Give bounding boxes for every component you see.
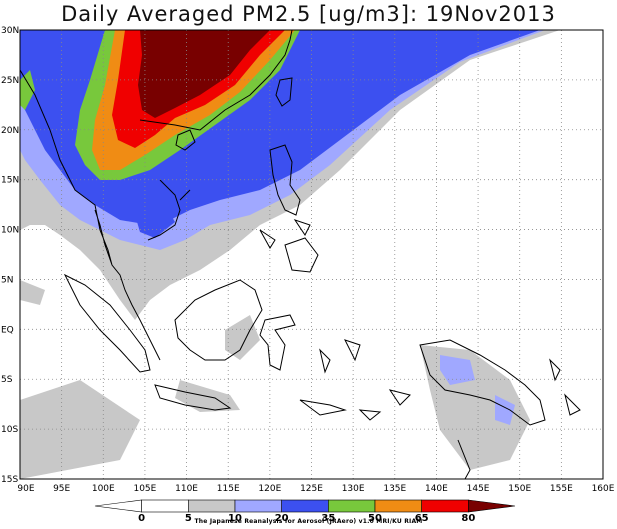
- y-tick-label: 30N: [1, 26, 19, 36]
- coast-hainan: [175, 129, 196, 151]
- colorbar-label: 0: [138, 513, 145, 524]
- colorbar-label: 35: [321, 513, 335, 524]
- x-tick-label: 125E: [300, 484, 323, 494]
- x-tick-label: 145E: [467, 484, 490, 494]
- x-tick-label: 120E: [258, 484, 281, 494]
- colorbar-swatch: [281, 499, 329, 513]
- colorbar-swatch: [94, 499, 142, 513]
- colorbar-label: 20: [275, 513, 289, 524]
- x-tick-label: 90E: [17, 484, 34, 494]
- colorbar-swatch: [188, 499, 236, 513]
- coast-sumatra: [63, 273, 151, 373]
- x-tick-label: 95E: [53, 484, 70, 494]
- coast-islands-east: [299, 339, 581, 479]
- field-green-2: [20, 70, 35, 110]
- y-tick-label: EQ: [1, 325, 14, 335]
- colorbar-label: 80: [461, 513, 475, 524]
- colorbar-label: 10: [228, 513, 242, 524]
- y-tick-label: 15S: [1, 475, 18, 485]
- x-tick-label: 110E: [175, 484, 198, 494]
- colorbar-label: 65: [415, 513, 429, 524]
- colorbar-label: 5: [185, 513, 192, 524]
- y-tick-label: 10S: [1, 425, 18, 435]
- colorbar-label: 50: [368, 513, 382, 524]
- colorbar-swatch: [328, 499, 376, 513]
- y-tick-label: 5S: [1, 375, 13, 385]
- y-tick-label: 15N: [1, 176, 19, 186]
- coastlines: [20, 30, 581, 479]
- colorbar: 0 5 10 20 35 50 65 80: [94, 499, 516, 524]
- field-lightblue-2: [440, 355, 475, 385]
- credit-line: The Japanese Reanalysis for Aerosol (JRA…: [194, 518, 423, 525]
- colorbar-swatch: [468, 499, 516, 513]
- y-axis-ticks: 30N 25N 20N 15N 10N 5N EQ 5S 10S 15S: [1, 26, 19, 485]
- x-tick-label: 135E: [383, 484, 406, 494]
- x-tick-label: 105E: [133, 484, 156, 494]
- field-lightblue-3: [495, 395, 515, 425]
- colorbar-swatch: [421, 499, 469, 513]
- map-title: Daily Averaged PM2.5 [ug/m3]: 19Nov2013: [61, 2, 556, 26]
- y-tick-label: 10N: [1, 226, 19, 236]
- colorbar-swatch: [141, 499, 189, 513]
- coast-mindanao: [259, 219, 319, 273]
- x-tick-label: 155E: [550, 484, 573, 494]
- x-axis-ticks: 90E 95E 100E 105E 110E 115E 120E 125E 130E 135E 14…: [17, 484, 614, 494]
- plot-frame: [19, 29, 604, 480]
- coast-java: [154, 384, 232, 411]
- x-tick-label: 140E: [425, 484, 448, 494]
- field-darkred: [138, 30, 270, 118]
- x-tick-label: 115E: [217, 484, 240, 494]
- coast-newguinea: [419, 339, 546, 426]
- x-tick-label: 130E: [342, 484, 365, 494]
- x-tick-label: 100E: [92, 484, 115, 494]
- coast-sulawesi: [259, 314, 296, 371]
- y-tick-label: 25N: [1, 76, 19, 86]
- y-tick-label: 5N: [1, 275, 13, 285]
- colorbar-swatch: [234, 499, 282, 513]
- x-tick-label: 160E: [592, 484, 615, 494]
- coast-borneo: [174, 279, 263, 361]
- x-tick-label: 150E: [508, 484, 531, 494]
- coast-mainland-asia: [20, 30, 293, 361]
- coast-luzon: [269, 144, 301, 216]
- coast-taiwan: [275, 77, 293, 107]
- y-tick-label: 20N: [1, 126, 19, 136]
- lat-lon-grid: [20, 30, 603, 479]
- field-grey-6: [225, 315, 260, 360]
- colorbar-swatch: [374, 499, 422, 513]
- field-grey-2: [20, 280, 45, 305]
